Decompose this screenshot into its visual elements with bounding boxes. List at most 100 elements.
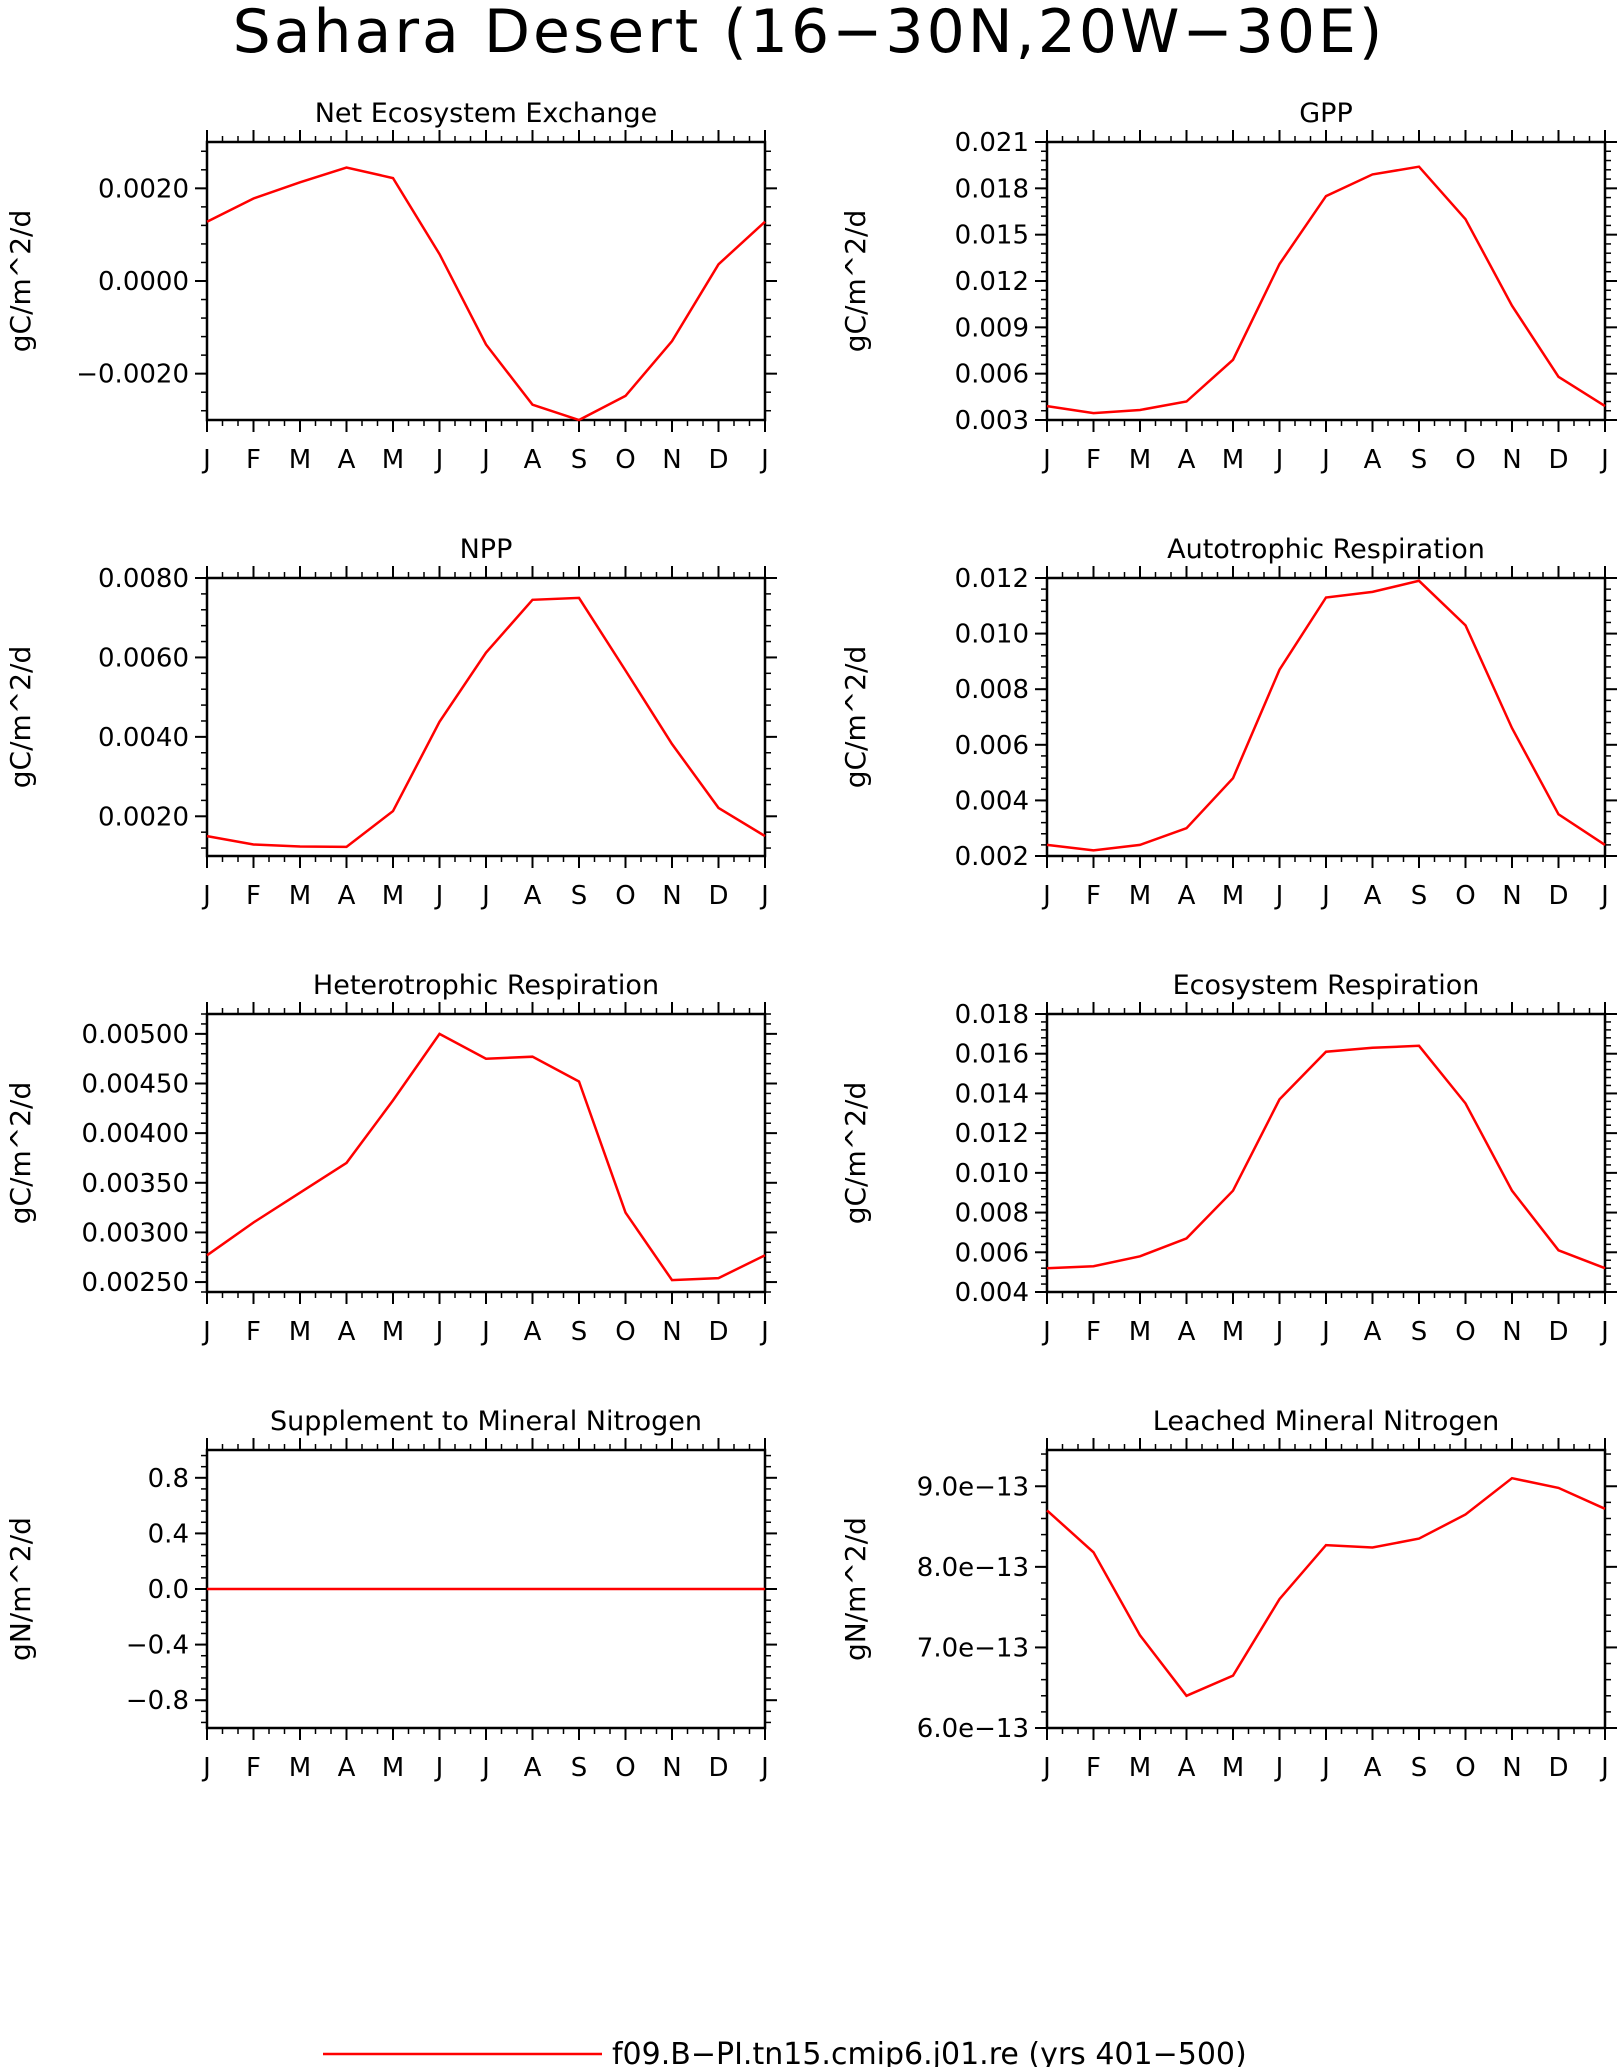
y-axis-label: gC/m^2/d: [4, 646, 37, 789]
x-tick-label: D: [1548, 445, 1568, 475]
x-tick-label: M: [382, 1317, 404, 1347]
x-tick-label: A: [1364, 881, 1382, 911]
panel-title: Supplement to Mineral Nitrogen: [270, 1406, 702, 1437]
x-tick-label: A: [1364, 445, 1382, 475]
x-tick-label: A: [1178, 1317, 1196, 1347]
x-tick-label: D: [708, 881, 728, 911]
x-tick-label: F: [1086, 445, 1101, 475]
x-tick-label: J: [759, 1317, 769, 1347]
panel-title: GPP: [1299, 98, 1353, 129]
y-tick-label: 0.00400: [81, 1119, 189, 1149]
x-tick-label: D: [708, 1317, 728, 1347]
y-tick-label: 0.003: [955, 406, 1029, 436]
panel-title: Leached Mineral Nitrogen: [1153, 1406, 1499, 1437]
y-tick-label: 0.0000: [98, 267, 189, 297]
plot-frame: [1045, 1012, 1607, 1294]
series-line: [1046, 1044, 1606, 1270]
x-tick-label: N: [662, 1317, 681, 1347]
y-tick-label: 0.0040: [98, 723, 189, 753]
x-tick-label: S: [1411, 881, 1428, 911]
y-tick-label: 0.012: [955, 564, 1029, 594]
x-tick-label: J: [480, 445, 490, 475]
y-tick-label: 0.006: [955, 360, 1029, 390]
x-tick-label: S: [571, 1317, 588, 1347]
y-tick-label: 0.0: [148, 1575, 189, 1605]
x-tick-label: J: [1274, 881, 1284, 911]
x-tick-label: F: [1086, 1317, 1101, 1347]
y-tick-label: 0.016: [955, 1040, 1029, 1070]
y-tick-label: 0.004: [955, 1278, 1029, 1308]
x-tick-label: S: [571, 445, 588, 475]
x-tick-label: F: [1086, 881, 1101, 911]
x-tick-label: A: [1364, 1753, 1382, 1783]
x-tick-label: F: [246, 445, 261, 475]
y-tick-label: 0.010: [955, 620, 1029, 650]
x-tick-label: J: [434, 445, 444, 475]
x-tick-label: N: [1502, 1317, 1521, 1347]
x-tick-label: A: [1178, 445, 1196, 475]
x-tick-label: J: [1599, 445, 1609, 475]
x-tick-label: J: [1599, 881, 1609, 911]
x-tick-label: J: [434, 1317, 444, 1347]
y-axis-label: gC/m^2/d: [4, 210, 37, 353]
y-tick-label: 0.0020: [98, 174, 189, 204]
x-tick-label: A: [338, 1317, 356, 1347]
x-tick-label: J: [480, 881, 490, 911]
x-tick-label: J: [201, 445, 211, 475]
x-tick-label: N: [1502, 1753, 1521, 1783]
x-tick-label: J: [201, 881, 211, 911]
x-tick-label: J: [759, 1753, 769, 1783]
x-tick-label: M: [1222, 445, 1244, 475]
x-tick-label: J: [1320, 1317, 1330, 1347]
x-tick-label: A: [1178, 1753, 1196, 1783]
y-tick-label: 0.00300: [81, 1218, 189, 1248]
series-line: [1046, 579, 1606, 852]
x-tick-label: A: [524, 881, 542, 911]
y-tick-label: 0.00250: [81, 1268, 189, 1298]
x-tick-label: O: [615, 1753, 635, 1783]
x-tick-label: M: [382, 445, 404, 475]
y-tick-label: 6.0e−13: [917, 1714, 1029, 1744]
y-tick-label: 0.0080: [98, 564, 189, 594]
x-tick-label: M: [1129, 1753, 1151, 1783]
series-line: [206, 166, 766, 422]
x-tick-label: D: [708, 1753, 728, 1783]
x-tick-label: S: [1411, 445, 1428, 475]
y-tick-label: −0.4: [126, 1631, 189, 1661]
x-tick-label: J: [759, 445, 769, 475]
y-axis-label: gN/m^2/d: [4, 1517, 37, 1661]
y-tick-label: 0.021: [955, 128, 1029, 158]
x-tick-label: J: [201, 1317, 211, 1347]
plot-frame: [1045, 576, 1607, 858]
x-tick-label: J: [1599, 1753, 1609, 1783]
legend: f09.B−PI.tn15.cmip6.j01.re (yrs 401−500): [323, 2037, 1247, 2067]
x-tick-label: O: [615, 445, 635, 475]
x-tick-label: F: [246, 881, 261, 911]
x-tick-label: M: [1222, 881, 1244, 911]
x-tick-label: O: [1455, 1317, 1475, 1347]
x-tick-label: D: [1548, 881, 1568, 911]
x-tick-label: J: [1041, 881, 1051, 911]
x-tick-label: M: [1129, 1317, 1151, 1347]
y-axis-label: gC/m^2/d: [4, 1082, 37, 1225]
x-tick-label: S: [1411, 1317, 1428, 1347]
x-tick-label: M: [1129, 445, 1151, 475]
x-tick-label: F: [246, 1753, 261, 1783]
y-axis-label: gC/m^2/d: [839, 1082, 872, 1225]
x-tick-label: N: [662, 1753, 681, 1783]
x-tick-label: J: [1320, 445, 1330, 475]
x-tick-label: D: [1548, 1753, 1568, 1783]
x-tick-label: M: [1222, 1753, 1244, 1783]
series-line: [206, 596, 766, 849]
y-tick-label: 9.0e−13: [917, 1472, 1029, 1502]
x-tick-label: J: [1274, 1753, 1284, 1783]
panel-title: NPP: [460, 534, 513, 565]
series-line: [1046, 1476, 1606, 1698]
y-tick-label: 0.00350: [81, 1169, 189, 1199]
x-tick-label: J: [201, 1753, 211, 1783]
x-tick-label: A: [1178, 881, 1196, 911]
